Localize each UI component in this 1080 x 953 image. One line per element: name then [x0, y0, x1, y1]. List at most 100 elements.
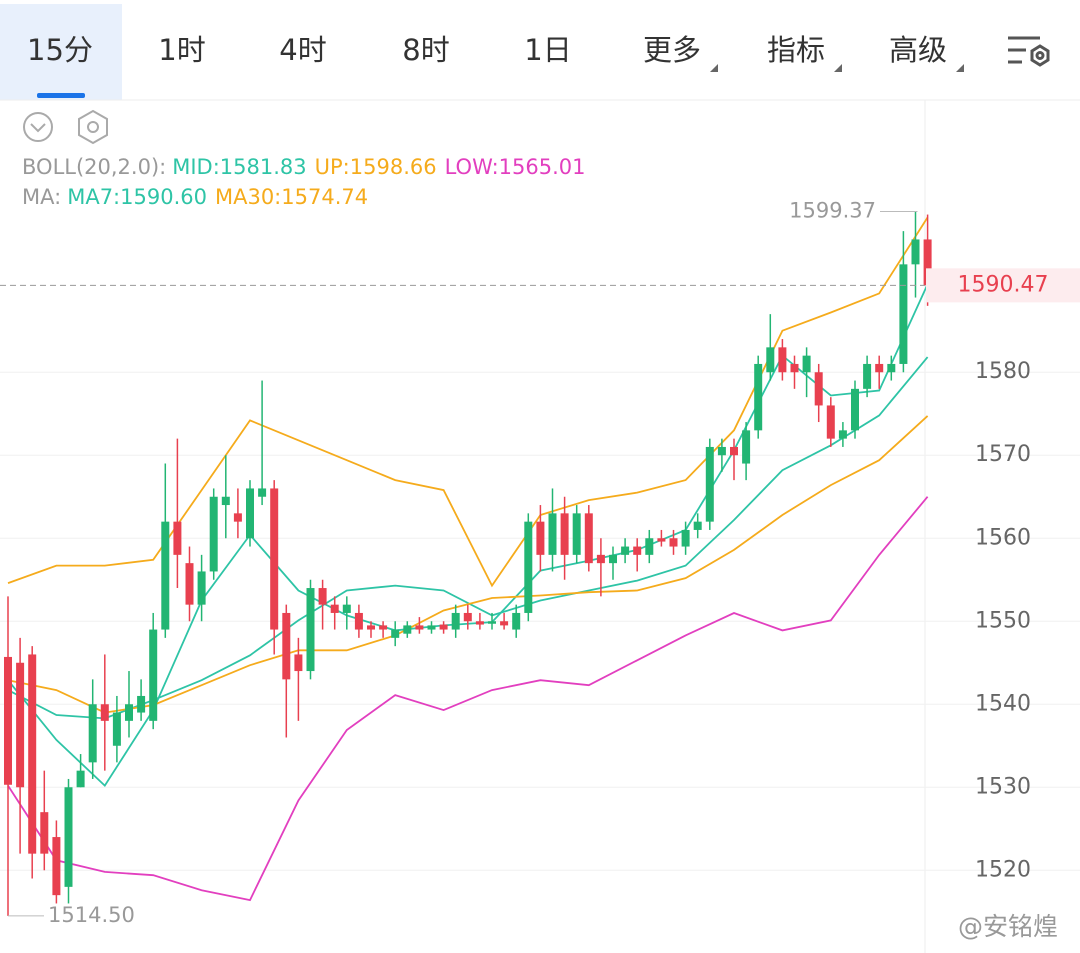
candle-body: [233, 513, 242, 522]
indicator-line: [7, 283, 929, 787]
y-tick-label: 1520: [975, 857, 1031, 882]
candle-body: [173, 521, 182, 555]
tab[interactable]: 1日: [524, 33, 571, 67]
candle-body: [524, 521, 533, 613]
candle-body: [52, 837, 61, 896]
indicator-line: [7, 216, 929, 588]
candle-body: [596, 554, 605, 564]
last-price-tag: [926, 268, 1080, 303]
candle-body: [354, 612, 363, 630]
candle-body: [427, 625, 436, 630]
candle-body: [318, 588, 327, 605]
legend-group-label: BOLL(20,2.0):: [22, 155, 166, 179]
candle-body: [185, 563, 194, 605]
candle-body: [645, 538, 654, 555]
tab-bar: [0, 0, 1080, 100]
tab[interactable]: 8时: [402, 33, 449, 67]
candle-body: [367, 625, 375, 630]
candle-body: [657, 538, 666, 542]
settings-icon[interactable]: [1008, 36, 1050, 67]
indicator-line: [7, 496, 929, 902]
candle-body: [246, 488, 254, 539]
candle-body: [911, 239, 920, 265]
candle-body: [439, 624, 448, 630]
candle-body: [330, 604, 339, 613]
candle-body: [609, 554, 617, 564]
candle-body: [887, 363, 896, 373]
candle-body: [863, 363, 872, 389]
tab[interactable]: 指标: [767, 33, 825, 67]
candle-body: [717, 446, 726, 456]
watermark: @安铭煌: [958, 912, 1058, 941]
candle-body: [826, 405, 835, 439]
tab[interactable]: 15分: [27, 33, 93, 67]
candle-body: [681, 529, 690, 547]
candle-body: [379, 625, 388, 630]
legend-entry: LOW:1565.01: [445, 155, 586, 179]
candle-body: [221, 496, 230, 506]
collapse-icon[interactable]: [23, 112, 53, 142]
legend-entry: UP:1598.66: [315, 155, 437, 179]
candle-body: [500, 621, 509, 626]
plot: 1520 1530 1540 1550 1560 1570 1580 1590.47 1599.…: [0, 155, 1080, 927]
y-tick-label: 1580: [975, 359, 1031, 384]
candle-body: [548, 513, 557, 555]
y-tick-label: 1530: [975, 774, 1031, 799]
candle-body: [693, 521, 702, 530]
candle-body: [306, 588, 315, 672]
candle-body: [137, 695, 146, 713]
tab[interactable]: 更多: [643, 33, 701, 67]
candle-body: [790, 363, 799, 373]
active-tab-bg: [0, 4, 122, 100]
dropdown-caret: [710, 64, 718, 72]
candle-body: [838, 430, 847, 439]
candle-body: [742, 430, 751, 464]
candle-body: [125, 704, 133, 721]
candle-body: [28, 654, 37, 854]
candle-body: [112, 712, 121, 746]
candle-body: [209, 496, 218, 572]
legend-entry: MA7:1590.60: [67, 185, 207, 209]
candle-body: [778, 347, 787, 373]
y-tick-label: 1540: [975, 691, 1031, 716]
candle-body: [766, 347, 775, 373]
candle-body: [40, 812, 49, 854]
tab[interactable]: 高级: [889, 33, 947, 67]
candle-body: [451, 612, 460, 630]
max-label: 1599.37: [789, 198, 876, 222]
candle-body: [851, 388, 859, 431]
candle-body: [488, 621, 496, 624]
candle-body: [391, 629, 400, 638]
settings-hex-icon[interactable]: [78, 109, 108, 145]
tab[interactable]: 1时: [158, 33, 205, 67]
candle-body: [149, 629, 158, 721]
candle-body: [258, 488, 267, 497]
candle-body: [584, 513, 593, 564]
candle-body: [802, 355, 811, 373]
tab[interactable]: 4时: [279, 33, 326, 67]
legend-entry: MID:1581.83: [172, 155, 306, 179]
y-tick-label: 1560: [975, 525, 1031, 550]
candle-body: [270, 488, 279, 630]
candle-body: [475, 621, 484, 625]
candle-body: [512, 612, 521, 630]
dropdown-caret: [834, 64, 842, 72]
indicator-line: [7, 415, 929, 714]
legend-group-label: MA:: [22, 185, 61, 209]
y-tick-label: 1570: [975, 442, 1031, 467]
candle-body: [16, 662, 25, 788]
candle-body: [536, 521, 545, 555]
candle-body: [730, 446, 738, 456]
candle-body: [197, 571, 206, 605]
last-price-label: 1590.47: [958, 272, 1049, 297]
candle-body: [705, 446, 714, 522]
candle-body: [403, 625, 412, 634]
active-tab-indicator: [37, 93, 85, 98]
candle-body: [463, 612, 472, 622]
candle-body: [633, 546, 642, 555]
candle-body: [88, 704, 97, 763]
candle-body: [282, 612, 291, 680]
candle-body: [923, 239, 932, 286]
candle-body: [621, 546, 630, 555]
